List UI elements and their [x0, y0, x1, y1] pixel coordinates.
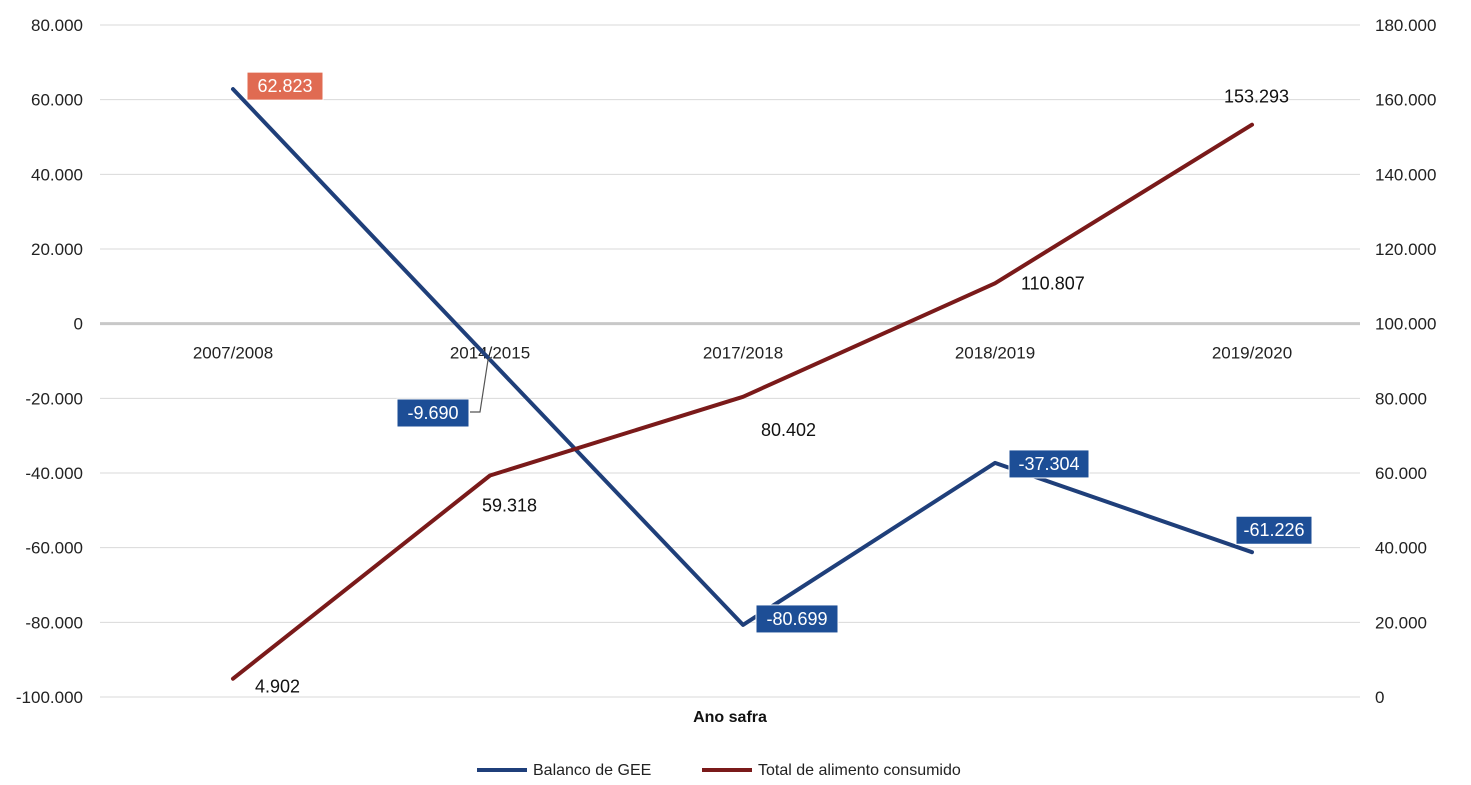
x-category-label: 2007/2008: [193, 344, 273, 363]
x-category-label: 2018/2019: [955, 344, 1035, 363]
data-label-balanco-gee: -80.699: [766, 609, 827, 629]
y-left-tick-label: -20.000: [25, 389, 83, 408]
data-label-balanco-gee: -37.304: [1018, 454, 1079, 474]
series-line-total-alimento: [231, 122, 1254, 681]
data-label-total-alimento: 110.807: [1021, 273, 1085, 293]
data-label-box: [755, 604, 839, 634]
data-label-box: [396, 398, 470, 428]
data-label-balanco-gee: 62.823: [257, 76, 312, 96]
y-left-tick-label: 20.000: [31, 240, 83, 259]
y-right-tick-label: 0: [1375, 688, 1384, 707]
y-right-tick-label: 140.000: [1375, 165, 1436, 184]
legend-label-balanco-gee: Balanco de GEE: [533, 762, 651, 779]
y-right-tick-label: 120.000: [1375, 240, 1436, 259]
y-left-tick-label: -60.000: [25, 539, 83, 558]
y-left-tick-label: 60.000: [31, 91, 83, 110]
y-right-tick-label: 180.000: [1375, 16, 1436, 35]
y-left-tick-label: -100.000: [16, 688, 83, 707]
callout-leader-line: [470, 356, 493, 413]
y-right-tick-label: 100.000: [1375, 315, 1436, 334]
y-left-tick-label: -80.000: [25, 613, 83, 632]
y-left-tick-label: 80.000: [31, 16, 83, 35]
y-right-tick-label: 160.000: [1375, 91, 1436, 110]
data-label-box: [1008, 449, 1090, 479]
data-label-box: [246, 71, 324, 101]
x-category-label: 2017/2018: [703, 344, 783, 363]
y-right-tick-label: 40.000: [1375, 539, 1427, 558]
x-category-label: 2019/2020: [1212, 344, 1292, 363]
y-right-tick-label: 80.000: [1375, 389, 1427, 408]
data-label-total-alimento: 153.293: [1224, 87, 1289, 107]
data-label-balanco-gee: -61.226: [1243, 520, 1304, 540]
data-label-balanco-gee: -9.690: [407, 403, 458, 423]
y-left-tick-label: -40.000: [25, 464, 83, 483]
data-label-total-alimento: 4.902: [255, 677, 300, 697]
y-left-tick-label: 40.000: [31, 165, 83, 184]
y-left-tick-label: 0: [74, 315, 83, 334]
y-right-tick-label: 60.000: [1375, 464, 1427, 483]
data-label-total-alimento: 59.318: [482, 496, 537, 516]
x-category-label: 2014/2015: [450, 344, 530, 363]
x-axis-title: Ano safra: [693, 709, 767, 726]
data-label-total-alimento: 80.402: [761, 420, 816, 440]
data-label-box: [1235, 515, 1313, 545]
legend-label-total-alimento: Total de alimento consumido: [758, 762, 961, 779]
series-line-balanco-gee: [231, 87, 1254, 627]
y-right-tick-label: 20.000: [1375, 613, 1427, 632]
